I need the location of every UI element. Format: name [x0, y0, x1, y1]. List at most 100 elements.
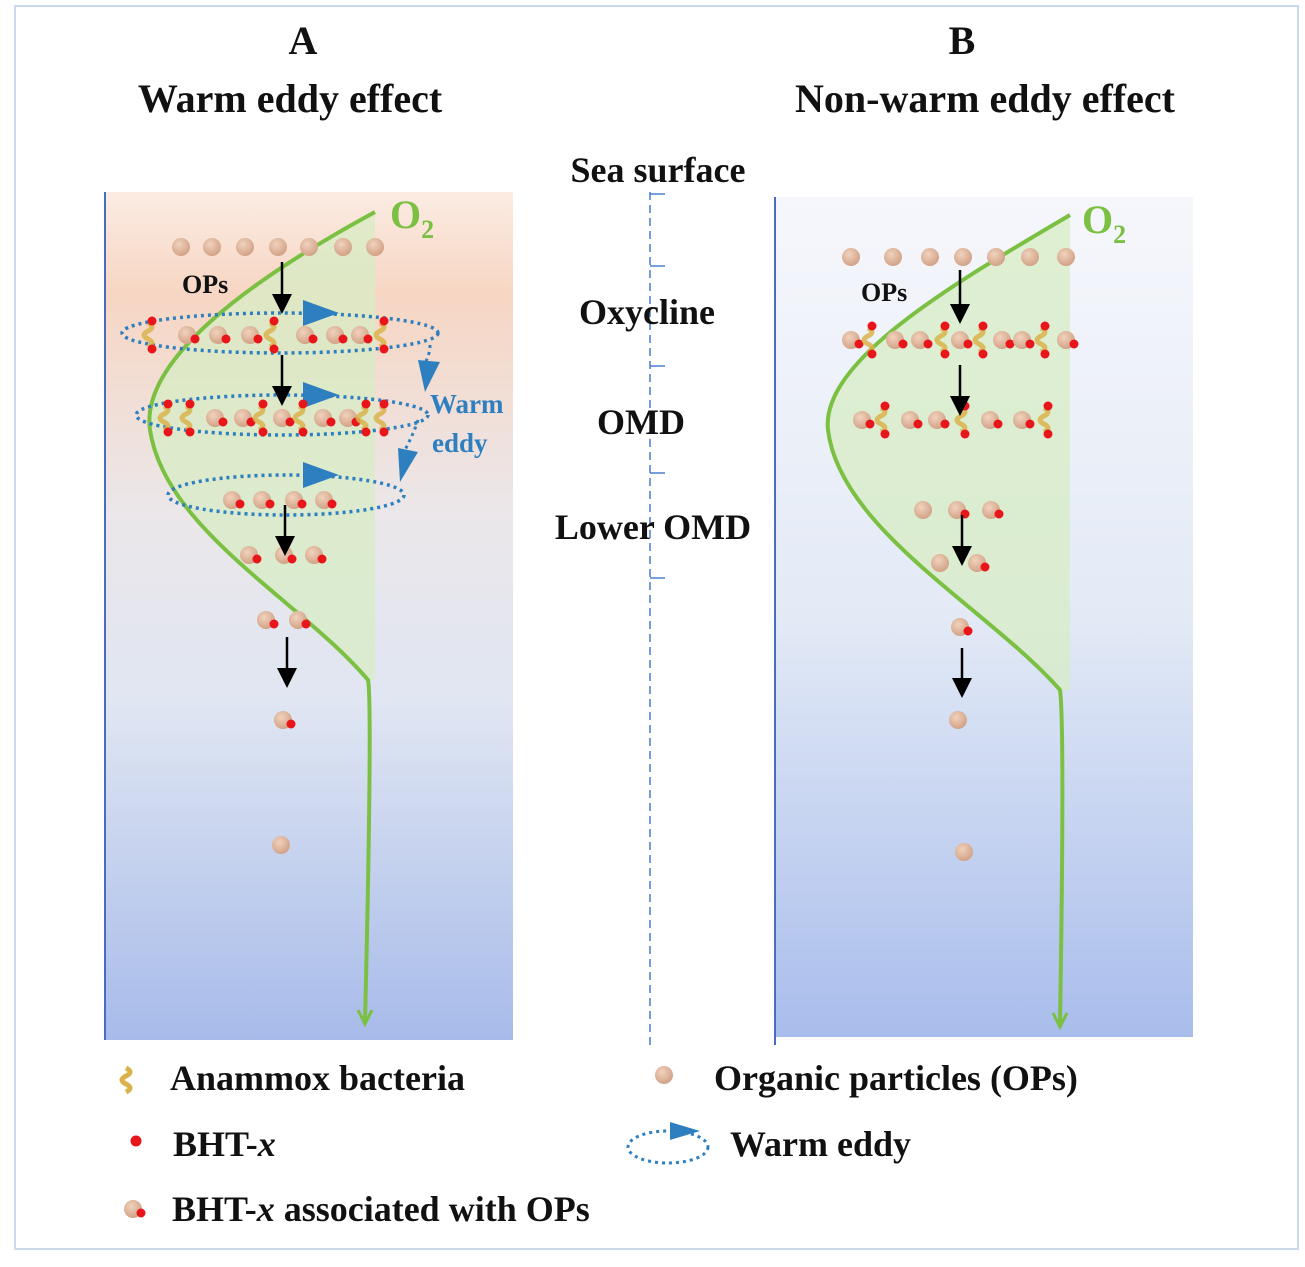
legend-bht-ops: BHT-x associated with OPs: [172, 1189, 590, 1229]
bht-dot: [269, 316, 279, 326]
bht-dot: [1025, 419, 1035, 429]
op-with-bht: [285, 491, 307, 509]
o2-area-a: [149, 212, 375, 680]
bht-dot: [978, 349, 988, 359]
bacteria-icon: [252, 403, 266, 433]
bht-dot: [363, 334, 373, 344]
op-with-bht: [981, 411, 1003, 429]
organic-particle: [949, 711, 967, 729]
organic-particle: [931, 554, 949, 572]
op-with-bht: [951, 618, 973, 636]
bacteria-icon: [292, 403, 306, 433]
o2-profile-a: [147, 210, 376, 1023]
panel-b-title: Non-warm eddy effect: [795, 76, 1176, 121]
bht-dot: [1005, 339, 1015, 349]
bht-dot: [285, 417, 295, 427]
bht-dot: [994, 509, 1004, 519]
op-with-bht: [886, 331, 908, 349]
organic-particle: [334, 238, 352, 256]
anammox-bacterium: [292, 399, 308, 437]
organic-particle: [272, 836, 290, 854]
anammox-bacterium: [141, 316, 157, 354]
anammox-bacterium: [263, 316, 279, 354]
bacteria-icon: [373, 320, 387, 350]
op-with-bht: [315, 491, 337, 509]
op-with-bht: [124, 1200, 146, 1218]
op-with-bht: [853, 411, 875, 429]
eddy-down-arrow-icon: [398, 448, 418, 482]
panel-b-letter: B: [949, 18, 976, 63]
organic-particle: [269, 238, 287, 256]
anammox-legend-icon: [119, 1065, 133, 1095]
warm-eddy-label-1: Warm: [430, 389, 504, 419]
o2-arrowhead-a: [356, 1009, 374, 1028]
organic-particle: [655, 1066, 673, 1084]
bht-dot: [880, 429, 890, 439]
anammox-bacterium: [1034, 321, 1050, 359]
zone-omd: OMD: [597, 402, 685, 442]
bht-dot: [298, 427, 308, 437]
bacteria-icon: [874, 405, 888, 435]
bht-dot: [163, 399, 173, 409]
bht-dot: [258, 399, 268, 409]
op-with-bht: [223, 491, 245, 509]
bht-dot: [1043, 429, 1053, 439]
anammox-bacterium: [179, 399, 195, 437]
op-with-bht: [901, 411, 923, 429]
bht-dot: [235, 499, 245, 509]
eddy-flow-path: [403, 419, 420, 451]
eddy-arrow-icon: [303, 300, 339, 326]
o2-arrowhead-b: [1051, 1012, 1069, 1031]
bht-dot: [865, 419, 875, 429]
op-with-bht: [241, 326, 263, 344]
organic-particle: [921, 248, 939, 266]
bht-dot: [379, 344, 389, 354]
op-with-bht: [296, 326, 318, 344]
organic-particle: [203, 238, 221, 256]
bht-dot: [960, 401, 970, 411]
bacteria-icon: [972, 325, 986, 355]
bht-dot: [147, 316, 157, 326]
warm-eddy-label-2: eddy: [432, 428, 488, 458]
organic-particle: [842, 248, 860, 266]
bht-dot: [326, 417, 336, 427]
organic-particle: [987, 248, 1005, 266]
legend-anammox: Anammox bacteria: [170, 1058, 465, 1098]
bacteria-icon: [355, 403, 369, 433]
zone-oxycline: Oxycline: [579, 292, 715, 332]
zone-sea-surface: Sea surface: [571, 150, 746, 190]
op-with-bht: [326, 326, 348, 344]
bht-dot: [308, 334, 318, 344]
op-with-bht: [274, 711, 296, 729]
bht-dot: [923, 339, 933, 349]
warm-eddy: [166, 462, 406, 517]
op-with-bht: [253, 491, 275, 509]
organic-particle: [914, 501, 932, 519]
bht-dot: [940, 419, 950, 429]
bacteria-icon: [861, 325, 875, 355]
anammox-bacterium: [874, 401, 890, 439]
op-with-bht: [1057, 331, 1079, 349]
op-with-bht: [948, 501, 970, 519]
o2-area-b: [827, 215, 1070, 690]
bht-dot: [993, 419, 1003, 429]
bacteria-icon: [141, 320, 155, 350]
bht-dot: [1040, 321, 1050, 331]
depth-axis: Sea surface Oxycline OMD Lower OMD: [555, 150, 751, 1045]
op-with-bht: [982, 501, 1004, 519]
bht-dot: [940, 321, 950, 331]
panel-b: O2 OPs: [774, 197, 1193, 1045]
eddy-arrow-icon: [303, 382, 339, 408]
panel-a-letter: A: [289, 18, 318, 63]
o2-label-b: O2: [1082, 197, 1126, 249]
op-with-bht: [273, 409, 295, 427]
organic-particle: [1057, 248, 1075, 266]
eddy-ellipse: [166, 473, 406, 517]
eddy-ellipse: [626, 1129, 710, 1165]
o2-label-a: O2: [390, 192, 434, 244]
anammox-bacterium: [373, 316, 389, 354]
bht-dot: [269, 344, 279, 354]
bht-dot: [1040, 349, 1050, 359]
op-with-bht: [842, 331, 864, 349]
bht-dot: [252, 554, 262, 564]
